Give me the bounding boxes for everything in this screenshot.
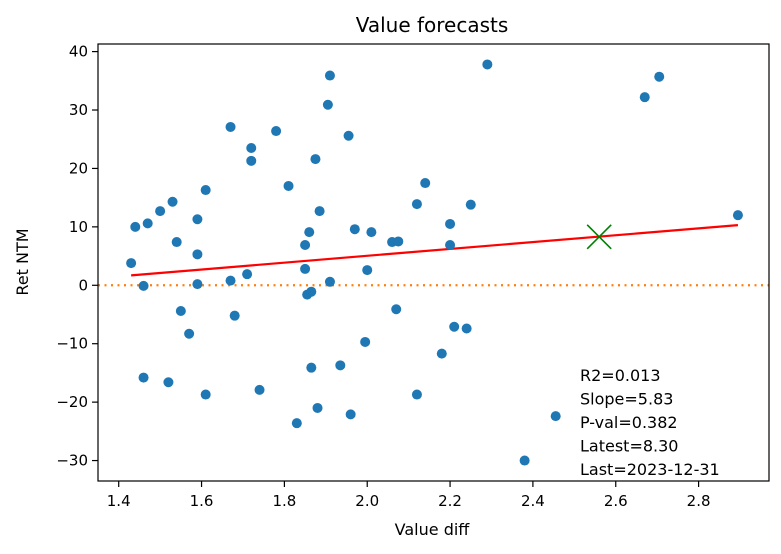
- y-tick-label: 30: [69, 101, 88, 119]
- x-tick-label: 2.4: [521, 492, 545, 510]
- scatter-point: [349, 224, 360, 235]
- x-tick-label: 2.2: [438, 492, 462, 510]
- scatter-point: [393, 236, 404, 247]
- scatter-point: [654, 71, 665, 82]
- scatter-point: [411, 389, 422, 400]
- annotation-line: Last=2023-12-31: [580, 460, 720, 479]
- scatter-point: [291, 418, 302, 429]
- scatter-point: [175, 305, 186, 316]
- scatter-point: [304, 227, 315, 238]
- x-tick-label: 1.6: [190, 492, 214, 510]
- scatter-point: [184, 328, 195, 339]
- scatter-point: [391, 304, 402, 315]
- scatter-point: [519, 455, 530, 466]
- scatter-point: [312, 402, 323, 413]
- y-tick-label: 40: [69, 43, 88, 61]
- y-tick-label: −30: [56, 452, 88, 470]
- annotation-line: R2=0.013: [580, 366, 661, 385]
- scatter-point: [322, 99, 333, 110]
- y-tick-label: 20: [69, 159, 88, 177]
- y-tick-label: −20: [56, 393, 88, 411]
- scatter-point: [130, 221, 141, 232]
- scatter-point: [192, 249, 203, 260]
- x-tick-label: 1.4: [107, 492, 131, 510]
- scatter-point: [300, 263, 311, 274]
- x-tick-label: 1.8: [272, 492, 296, 510]
- y-axis: −30 −20 −10 0 10 20 30 40: [56, 43, 98, 470]
- fit-line-layer: [131, 224, 739, 277]
- annotation-line: P-val=0.382: [580, 413, 678, 432]
- scatter-point: [461, 323, 472, 334]
- x-tick-label: 2.6: [604, 492, 628, 510]
- scatter-point: [420, 178, 431, 189]
- scatter-point: [324, 70, 335, 81]
- scatter-point: [310, 154, 321, 165]
- scatter-point: [229, 310, 240, 321]
- scatter-point: [324, 276, 335, 287]
- annotation-line: Slope=5.83: [580, 390, 673, 409]
- x-tick-label: 2.0: [355, 492, 379, 510]
- y-tick-label: 0: [78, 276, 88, 294]
- scatter-point: [366, 227, 377, 238]
- scatter-point: [639, 92, 650, 103]
- scatter-point: [362, 265, 373, 276]
- scatter-point: [306, 362, 317, 373]
- scatter-point: [306, 286, 317, 297]
- scatter-point: [445, 239, 456, 250]
- plot-frame: [97, 43, 770, 482]
- scatter-point: [246, 142, 257, 153]
- scatter-point: [465, 199, 476, 210]
- scatter-point: [171, 237, 182, 248]
- scatter-point: [335, 360, 346, 371]
- x-axis-label: Value diff: [395, 520, 471, 539]
- scatter-point: [192, 279, 203, 290]
- points-layer: [126, 59, 743, 466]
- scatter-point: [271, 126, 282, 137]
- scatter-point: [225, 121, 236, 132]
- scatter-point: [314, 206, 325, 217]
- scatter-point: [449, 321, 460, 332]
- scatter-point: [254, 384, 265, 395]
- scatter-point: [345, 409, 356, 420]
- x-tick-label: 2.8: [687, 492, 711, 510]
- y-axis-label: Ret NTM: [13, 228, 32, 295]
- annotation-line: Latest=8.30: [580, 437, 678, 456]
- y-tick-label: 10: [69, 218, 88, 236]
- scatter-point: [225, 275, 236, 286]
- chart-title: Value forecasts: [356, 13, 509, 37]
- scatter-point: [343, 130, 354, 141]
- stats-annotation: R2=0.013 Slope=5.83 P-val=0.382 Latest=8.30…: [580, 366, 720, 479]
- scatter-point: [138, 280, 149, 291]
- latest-marker: [586, 224, 612, 250]
- scatter-point: [200, 185, 211, 196]
- scatter-point: [138, 372, 149, 383]
- scatter-point: [142, 218, 153, 229]
- scatter-point: [192, 214, 203, 225]
- scatter-point: [163, 377, 174, 388]
- x-axis: 1.4 1.6 1.8 2.0 2.2 2.4 2.6 2.8: [107, 481, 711, 510]
- scatter-point: [360, 336, 371, 347]
- scatter-point: [167, 196, 178, 207]
- latest-marker-layer: [586, 224, 612, 250]
- scatter-point: [126, 258, 137, 269]
- scatter-point: [155, 206, 166, 217]
- scatter-point: [732, 210, 743, 221]
- y-tick-label: −10: [56, 335, 88, 353]
- scatter-point: [242, 269, 253, 280]
- scatter-point: [445, 218, 456, 229]
- scatter-point: [411, 199, 422, 210]
- scatter-point: [300, 239, 311, 250]
- scatter-point: [482, 59, 493, 70]
- scatter-point: [283, 180, 294, 191]
- regression-line: [131, 224, 739, 277]
- scatter-point: [550, 411, 561, 422]
- scatter-point: [200, 389, 211, 400]
- scatter-point: [436, 348, 447, 359]
- scatter-point: [246, 155, 257, 166]
